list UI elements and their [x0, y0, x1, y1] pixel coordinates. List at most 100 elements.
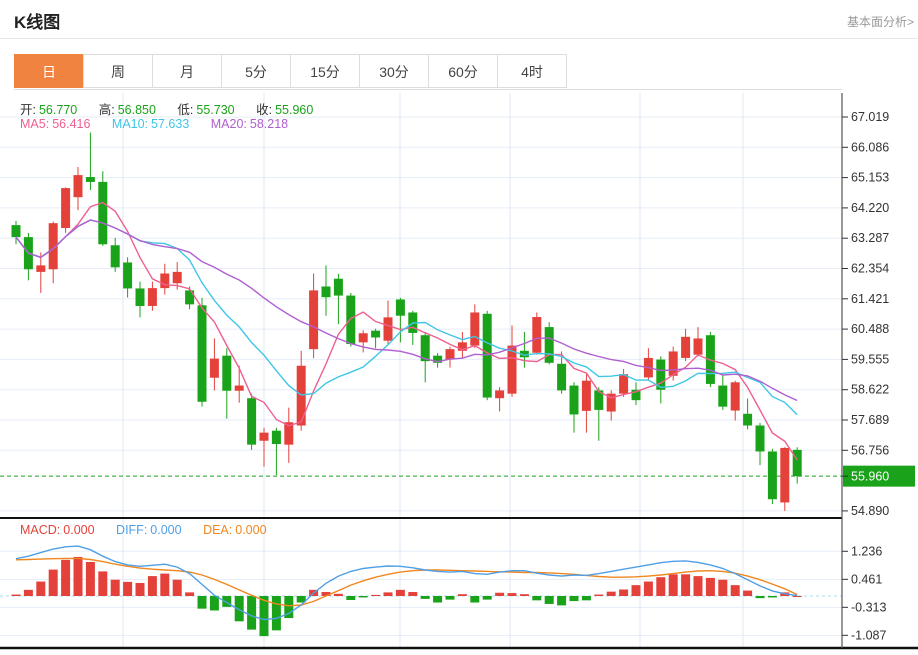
macd-bar[interactable]: [482, 596, 492, 600]
macd-bar[interactable]: [705, 577, 715, 596]
macd-bar[interactable]: [532, 596, 542, 601]
tab-5min[interactable]: 5分: [221, 54, 291, 88]
candle[interactable]: [433, 355, 443, 363]
macd-bar[interactable]: [383, 592, 393, 596]
fundamental-analysis-link[interactable]: 基本面分析>: [846, 15, 914, 29]
candle[interactable]: [495, 390, 505, 399]
tab-month[interactable]: 月: [152, 54, 222, 88]
candle[interactable]: [631, 389, 641, 401]
candle[interactable]: [321, 286, 331, 298]
candle[interactable]: [668, 351, 678, 376]
macd-bar[interactable]: [346, 596, 356, 600]
macd-bar[interactable]: [619, 589, 629, 596]
macd-bar[interactable]: [73, 556, 83, 596]
macd-bar[interactable]: [755, 596, 765, 599]
macd-bar[interactable]: [110, 579, 120, 596]
candle[interactable]: [594, 390, 604, 410]
candle[interactable]: [209, 358, 219, 378]
macd-bar[interactable]: [123, 581, 133, 596]
tab-4hour[interactable]: 4时: [497, 54, 567, 88]
candle[interactable]: [234, 385, 244, 391]
candle[interactable]: [457, 342, 467, 351]
candle[interactable]: [581, 380, 591, 411]
candle[interactable]: [730, 382, 740, 411]
candle[interactable]: [11, 225, 21, 238]
macd-bar[interactable]: [457, 594, 467, 596]
macd-bar[interactable]: [743, 590, 753, 596]
candle[interactable]: [333, 278, 343, 296]
macd-bar[interactable]: [606, 591, 616, 596]
candle[interactable]: [271, 430, 281, 445]
macd-bar[interactable]: [718, 579, 728, 596]
macd-bar[interactable]: [569, 596, 579, 602]
candle[interactable]: [98, 181, 108, 245]
candle[interactable]: [358, 333, 368, 343]
macd-bar[interactable]: [519, 594, 529, 596]
macd-bar[interactable]: [61, 559, 71, 596]
macd-bar[interactable]: [333, 593, 343, 596]
macd-bar[interactable]: [470, 596, 480, 603]
tab-30min[interactable]: 30分: [359, 54, 429, 88]
candle[interactable]: [507, 345, 517, 394]
macd-bar[interactable]: [85, 562, 95, 596]
candle[interactable]: [544, 327, 554, 363]
macd-bar[interactable]: [172, 579, 182, 596]
macd-bar[interactable]: [668, 574, 678, 596]
candle[interactable]: [61, 188, 71, 229]
candle[interactable]: [681, 336, 691, 358]
candle[interactable]: [383, 317, 393, 341]
candle[interactable]: [470, 312, 480, 346]
macd-bar[interactable]: [36, 581, 46, 596]
candle[interactable]: [135, 288, 145, 306]
macd-bar[interactable]: [98, 571, 108, 596]
macd-bar[interactable]: [23, 589, 33, 596]
candle[interactable]: [482, 313, 492, 398]
candle[interactable]: [557, 363, 567, 391]
macd-bar[interactable]: [681, 574, 691, 596]
candle[interactable]: [755, 425, 765, 452]
macd-bar[interactable]: [160, 573, 170, 596]
candle[interactable]: [346, 295, 356, 344]
macd-bar[interactable]: [222, 596, 232, 607]
macd-bar[interactable]: [209, 596, 219, 611]
candle[interactable]: [656, 359, 666, 390]
macd-bar[interactable]: [358, 596, 368, 598]
macd-bar[interactable]: [408, 592, 418, 596]
candle[interactable]: [197, 305, 207, 402]
candle[interactable]: [160, 273, 170, 289]
tab-week[interactable]: 周: [83, 54, 153, 88]
candle[interactable]: [85, 177, 95, 182]
macd-bar[interactable]: [445, 596, 455, 600]
macd-bar[interactable]: [656, 577, 666, 596]
macd-bar[interactable]: [792, 596, 802, 597]
candle[interactable]: [371, 330, 381, 338]
candle[interactable]: [309, 290, 319, 350]
macd-bar[interactable]: [767, 596, 777, 598]
candle[interactable]: [110, 245, 120, 268]
macd-bar[interactable]: [507, 593, 517, 596]
tab-day[interactable]: 日: [14, 54, 84, 88]
candle[interactable]: [259, 432, 269, 441]
candle[interactable]: [743, 413, 753, 426]
macd-bar[interactable]: [557, 596, 567, 606]
candle[interactable]: [48, 223, 58, 270]
candle[interactable]: [123, 262, 133, 289]
macd-bar[interactable]: [11, 594, 21, 596]
candle[interactable]: [780, 447, 790, 503]
macd-bar[interactable]: [135, 582, 145, 596]
candle[interactable]: [36, 265, 46, 272]
candle[interactable]: [718, 385, 728, 407]
macd-bar[interactable]: [48, 569, 58, 596]
candle[interactable]: [606, 393, 616, 412]
candle[interactable]: [792, 449, 802, 477]
macd-bar[interactable]: [395, 589, 405, 596]
macd-bar[interactable]: [544, 596, 554, 604]
macd-bar[interactable]: [495, 592, 505, 596]
candle[interactable]: [284, 422, 294, 445]
macd-bar[interactable]: [284, 596, 294, 619]
macd-bar[interactable]: [643, 581, 653, 596]
candle[interactable]: [395, 299, 405, 316]
candle[interactable]: [147, 288, 157, 306]
